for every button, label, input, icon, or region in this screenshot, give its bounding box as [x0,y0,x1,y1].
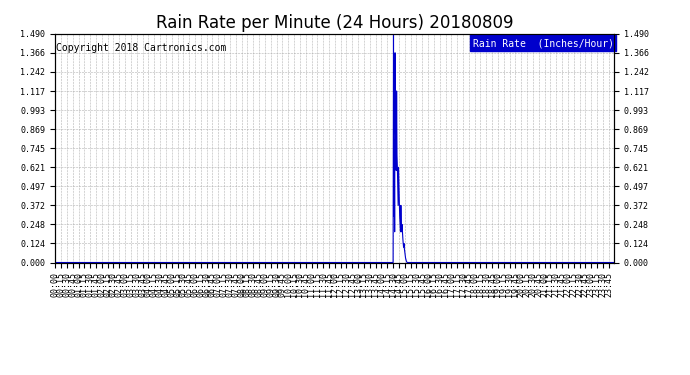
Title: Rain Rate per Minute (24 Hours) 20180809: Rain Rate per Minute (24 Hours) 20180809 [156,14,513,32]
Text: Copyright 2018 Cartronics.com: Copyright 2018 Cartronics.com [56,43,226,53]
Text: Rain Rate  (Inches/Hour): Rain Rate (Inches/Hour) [473,38,613,48]
